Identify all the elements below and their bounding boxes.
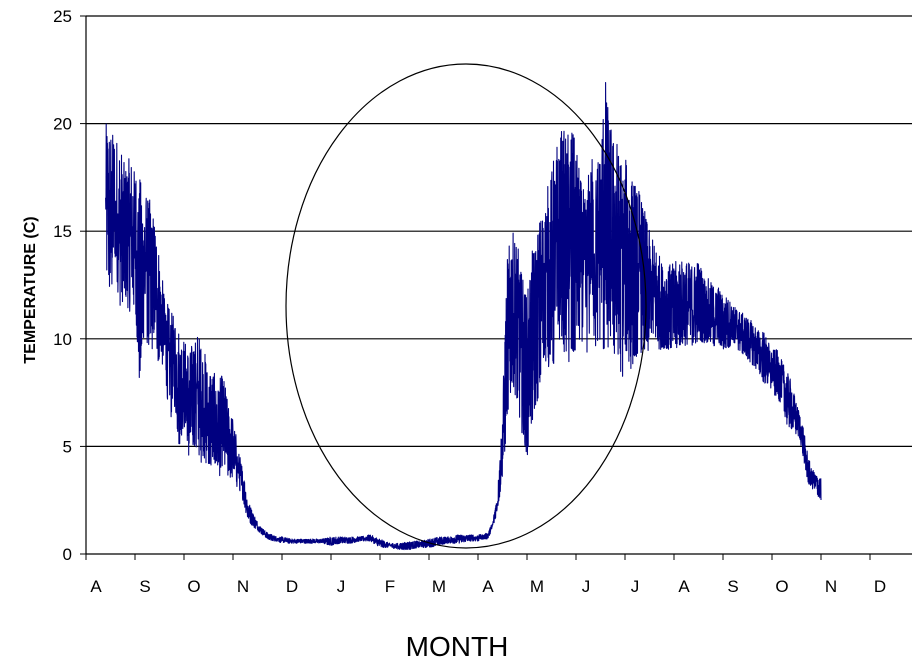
x-tick-label: N [825,577,837,596]
x-tick-label: M [530,577,544,596]
x-tick-label: N [237,577,249,596]
y-tick-label: 15 [53,222,72,241]
x-tick-label: M [432,577,446,596]
annotation-ellipse [285,63,647,549]
x-axis-label: MONTH [406,631,509,662]
x-tick-label: D [874,577,886,596]
y-axis-label: TEMPERATURE (C) [22,216,39,363]
y-tick-label: 10 [53,330,72,349]
x-tick-label: J [337,577,346,596]
x-tick-label: J [582,577,591,596]
x-tick-label: F [385,577,395,596]
y-tick-label: 25 [53,7,72,26]
x-tick-label: J [631,577,640,596]
x-tick-label: A [90,577,102,596]
temperature-series-line [105,82,822,551]
y-tick-label: 5 [63,437,72,456]
x-tick-label: O [187,577,200,596]
y-axis: 0 5 10 15 20 25 [53,7,87,564]
y-tick-label: 0 [63,545,72,564]
y-tick-label: 20 [53,115,72,134]
x-tick-label: A [678,577,690,596]
grid-lines [86,15,912,447]
x-tick-label: O [775,577,788,596]
x-tick-label: A [482,577,494,596]
x-tick-label: S [727,577,738,596]
x-tick-label: S [139,577,150,596]
x-tick-label: D [286,577,298,596]
series-group [105,82,822,551]
